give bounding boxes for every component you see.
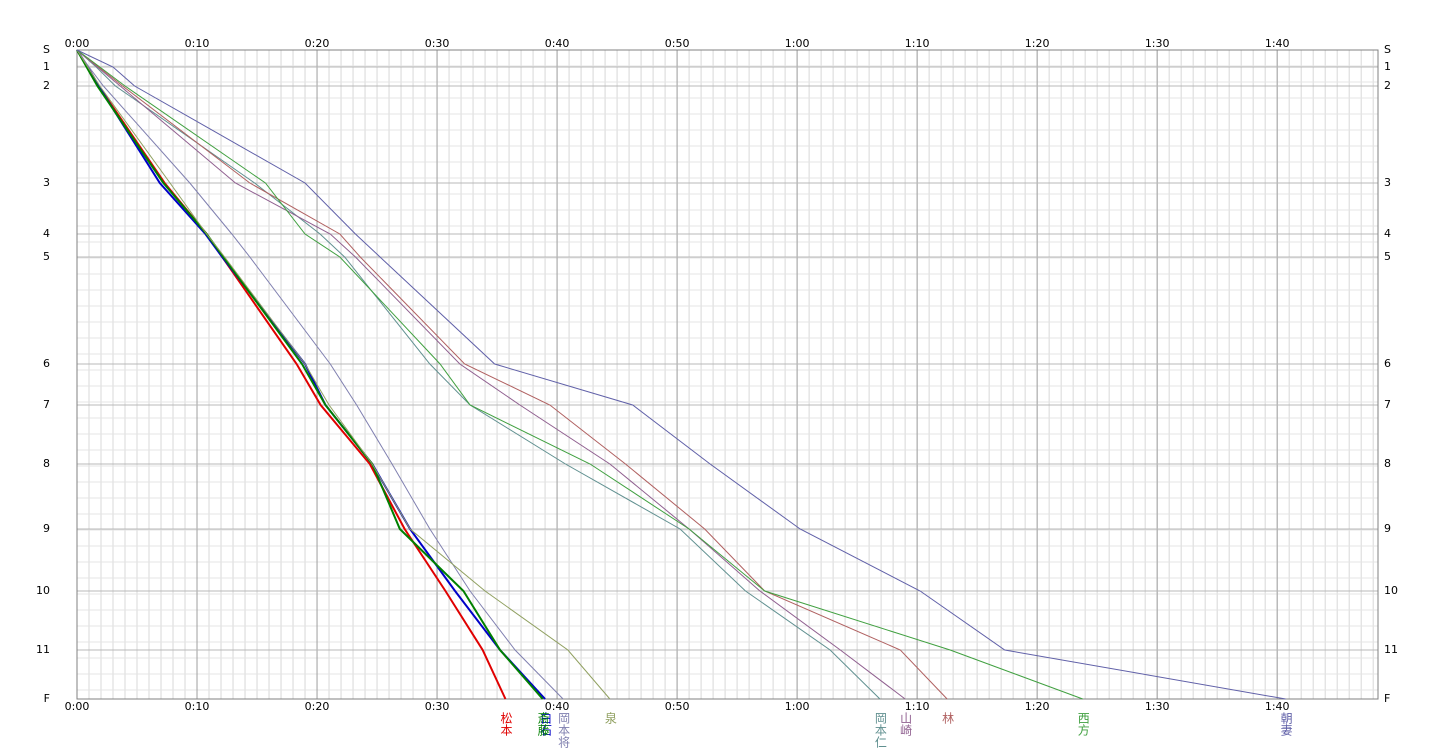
y-tick-label: 3	[1384, 176, 1391, 189]
y-tick-label: 5	[43, 250, 50, 263]
runner-name: 林	[941, 712, 955, 724]
x-tick-label: 1:00	[785, 700, 810, 713]
runner-name: 斎藤	[536, 711, 550, 736]
y-tick-label: 9	[1384, 522, 1391, 535]
y-tick-label: 5	[1384, 250, 1391, 263]
y-tick-label: 9	[43, 522, 50, 535]
y-tick-label: S	[43, 43, 50, 56]
x-tick-label: 1:10	[905, 37, 930, 50]
x-tick-label: 0:10	[185, 37, 210, 50]
x-tick-label: 0:30	[425, 37, 450, 50]
y-tick-label: 3	[43, 176, 50, 189]
y-tick-label: F	[44, 692, 50, 705]
runner-line	[76, 49, 507, 700]
runner-line	[76, 49, 544, 700]
runner-line	[76, 49, 906, 700]
runner-name: 松本	[499, 712, 513, 737]
runner-name: 山崎	[899, 712, 913, 736]
y-tick-label: 8	[1384, 457, 1391, 470]
y-tick-label: 7	[1384, 398, 1391, 411]
runner-line	[76, 49, 611, 700]
runner-name: 岡本仁	[873, 712, 887, 748]
runner-name: 西方	[1076, 712, 1090, 737]
y-tick-label: 8	[43, 457, 50, 470]
runner-name: 泉	[603, 712, 617, 724]
runner-name: 朝妻	[1279, 712, 1293, 737]
x-tick-label: 1:20	[1025, 700, 1050, 713]
y-tick-label: S	[1384, 43, 1391, 56]
runner-line	[76, 49, 881, 700]
x-tick-label: 0:50	[665, 700, 690, 713]
x-tick-label: 1:40	[1265, 700, 1290, 713]
runner-line	[76, 49, 948, 700]
y-tick-label: 10	[1384, 584, 1398, 597]
x-tick-label: 0:00	[65, 37, 90, 50]
y-tick-label: 2	[1384, 79, 1391, 92]
y-tick-label: 4	[1384, 227, 1391, 240]
x-tick-label: 1:30	[1145, 700, 1170, 713]
y-tick-label: 6	[1384, 357, 1391, 370]
plot-frame	[76, 49, 1379, 700]
x-tick-label: 1:20	[1025, 37, 1050, 50]
x-tick-label: 0:50	[665, 37, 690, 50]
y-tick-label: 4	[43, 227, 50, 240]
x-tick-label: 1:00	[785, 37, 810, 50]
runner-line	[76, 49, 564, 700]
x-tick-label: 1:40	[1265, 37, 1290, 50]
y-tick-label: 11	[1384, 643, 1398, 656]
y-tick-label: 11	[36, 643, 50, 656]
x-tick-label: 0:10	[185, 700, 210, 713]
runner-name: 岡本将	[557, 712, 571, 748]
x-tick-label: 0:30	[425, 700, 450, 713]
y-tick-label: 10	[36, 584, 50, 597]
y-tick-label: 1	[43, 60, 50, 73]
x-tick-label: 0:40	[545, 37, 570, 50]
x-tick-label: 0:40	[545, 700, 570, 713]
x-tick-label: 1:30	[1145, 37, 1170, 50]
x-tick-label: 0:20	[305, 700, 330, 713]
runner-name: 白石	[539, 711, 553, 736]
y-tick-label: 1	[1384, 60, 1391, 73]
y-tick-label: 6	[43, 357, 50, 370]
y-tick-label: F	[1384, 692, 1390, 705]
x-tick-label: 0:00	[65, 700, 90, 713]
x-tick-label: 0:20	[305, 37, 330, 50]
runner-line	[76, 49, 1286, 700]
runner-line	[76, 49, 1083, 700]
y-tick-label: 7	[43, 398, 50, 411]
x-tick-label: 1:10	[905, 700, 930, 713]
y-tick-label: 2	[43, 79, 50, 92]
